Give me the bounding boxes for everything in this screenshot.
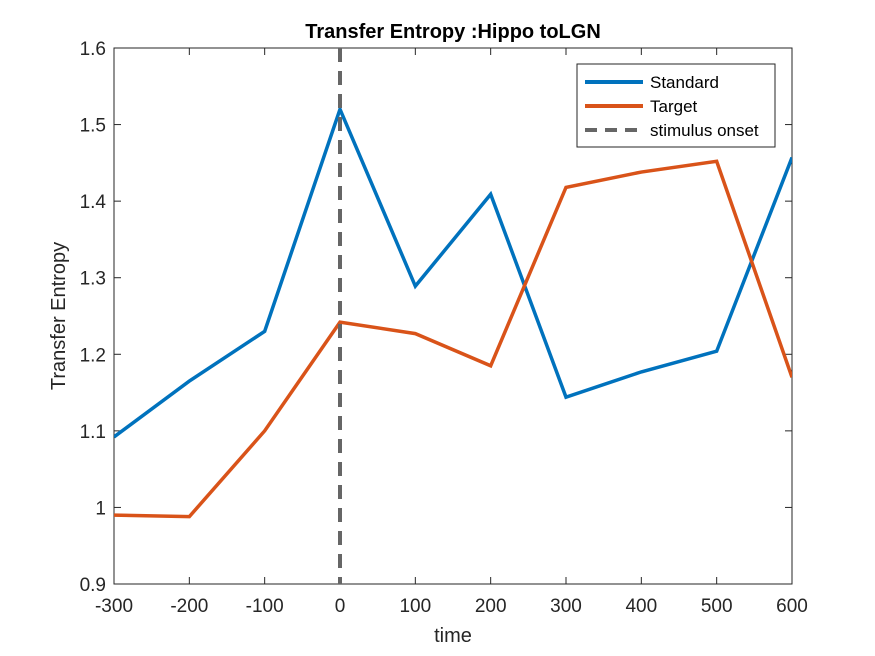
x-tick-label: 300 [550, 596, 582, 617]
series-line-standard [114, 104, 792, 439]
y-tick-label: 1.4 [80, 192, 107, 213]
chart-title: Transfer Entropy :Hippo toLGN [305, 21, 601, 43]
x-tick-label: 600 [776, 596, 808, 617]
x-tick-label: 100 [399, 596, 431, 617]
y-tick-label: 0.9 [80, 575, 106, 596]
y-tick-label: 1 [95, 498, 106, 519]
x-tick-label: 200 [475, 596, 507, 617]
x-axis-label: time [434, 625, 472, 647]
y-tick-label: 1.3 [80, 269, 106, 290]
x-tick-label: -100 [246, 596, 284, 617]
legend-label: Standard [650, 73, 719, 92]
legend-label: Target [650, 97, 698, 116]
y-tick-label: 1.1 [80, 422, 106, 443]
y-axis-label: Transfer Entropy [48, 242, 70, 390]
x-tick-label: 500 [701, 596, 733, 617]
series-line-target [114, 159, 792, 519]
y-tick-label: 1.5 [80, 116, 106, 137]
x-tick-label: -200 [170, 596, 208, 617]
legend: Standard Target stimulus onset [576, 63, 776, 148]
x-tick-label: 0 [335, 596, 346, 617]
legend-label: stimulus onset [650, 121, 759, 140]
y-tick-label: 1.6 [80, 39, 106, 60]
x-tick-label: -300 [95, 596, 133, 617]
x-tick-label: 400 [625, 596, 657, 617]
y-tick-label: 1.2 [80, 345, 106, 366]
